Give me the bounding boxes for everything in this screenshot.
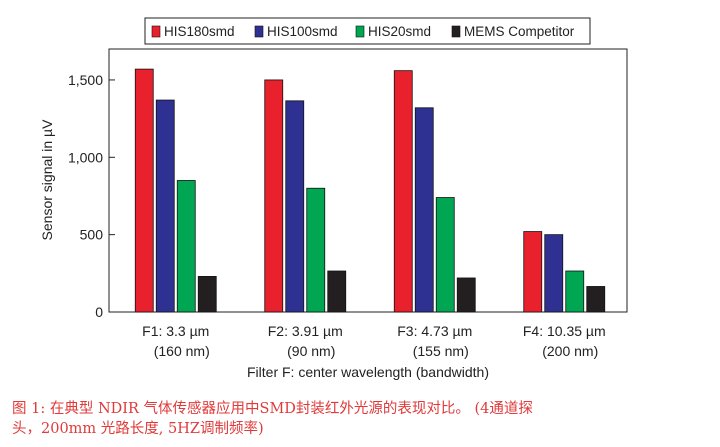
bars (134, 68, 606, 313)
x-axis: F1: 3.3 µm (160 nm) F2: 3.91 µm (90 nm) F3: … (142, 323, 605, 359)
bar-his20smd-3 (435, 197, 455, 313)
x-tick-label: F4: 10.35 µm (523, 323, 606, 339)
x-tick-label: F2: 3.91 µm (268, 323, 343, 339)
y-axis-title: Sensor signal in µV (39, 119, 55, 241)
bar-his20smd-4 (565, 270, 585, 313)
caption-line-1: 图 1: 在典型 NDIR 气体传感器应用中SMD封装红外光源的表现对比。 (4… (12, 401, 533, 417)
x-tick-label: F3: 4.73 µm (397, 323, 472, 339)
bar-his100smd-3 (414, 107, 434, 313)
bar-his100smd-2 (285, 100, 305, 313)
bar-his100smd-4 (544, 234, 564, 313)
figure-caption: 图 1: 在典型 NDIR 气体传感器应用中SMD封装红外光源的表现对比。 (4… (12, 399, 612, 439)
legend-label: HIS100smd (267, 24, 338, 39)
y-axis: 0 500 1,000 1,500 (68, 72, 115, 320)
legend-label: HIS180smd (164, 24, 235, 39)
bar-chart: HIS180smd HIS100smd HIS20smd MEMS Competito… (39, 17, 628, 380)
bar-his20smd-2 (306, 187, 326, 313)
bar-mems-competitor-2 (327, 270, 347, 313)
caption-line-2: 头，200mm 光路长度, 5HZ调制频率) (12, 421, 264, 437)
bar-his100smd-1 (155, 99, 175, 313)
bar-his180smd-1 (134, 68, 154, 313)
legend-label: MEMS Competitor (464, 24, 575, 39)
bar-mems-competitor-4 (586, 286, 606, 313)
legend-swatch (254, 25, 264, 38)
bar-his20smd-1 (176, 180, 196, 313)
bar-his180smd-4 (523, 231, 543, 313)
y-tick-label: 0 (95, 304, 103, 320)
legend-label: HIS20smd (368, 24, 431, 39)
bar-mems-competitor-3 (456, 277, 476, 313)
x-tick-sublabel: (200 nm) (542, 343, 598, 359)
y-tick-label: 1,500 (68, 72, 103, 88)
x-tick-sublabel: (160 nm) (154, 343, 210, 359)
bar-his180smd-3 (393, 70, 413, 313)
legend: HIS180smd HIS100smd HIS20smd MEMS Competito… (144, 17, 591, 45)
legend-swatch (355, 25, 365, 38)
legend-box (144, 17, 591, 45)
legend-swatch (451, 25, 461, 38)
x-tick-sublabel: (155 nm) (413, 343, 469, 359)
bar-mems-competitor-1 (197, 276, 217, 313)
y-tick-label: 1,000 (68, 149, 103, 165)
legend-swatch (151, 25, 161, 38)
bar-his180smd-2 (264, 79, 284, 313)
plot-frame (108, 48, 628, 313)
x-tick-label: F1: 3.3 µm (142, 323, 209, 339)
x-axis-title: Filter F: center wavelength (bandwidth) (247, 364, 489, 380)
x-tick-sublabel: (90 nm) (287, 343, 335, 359)
y-tick-label: 500 (80, 227, 104, 243)
